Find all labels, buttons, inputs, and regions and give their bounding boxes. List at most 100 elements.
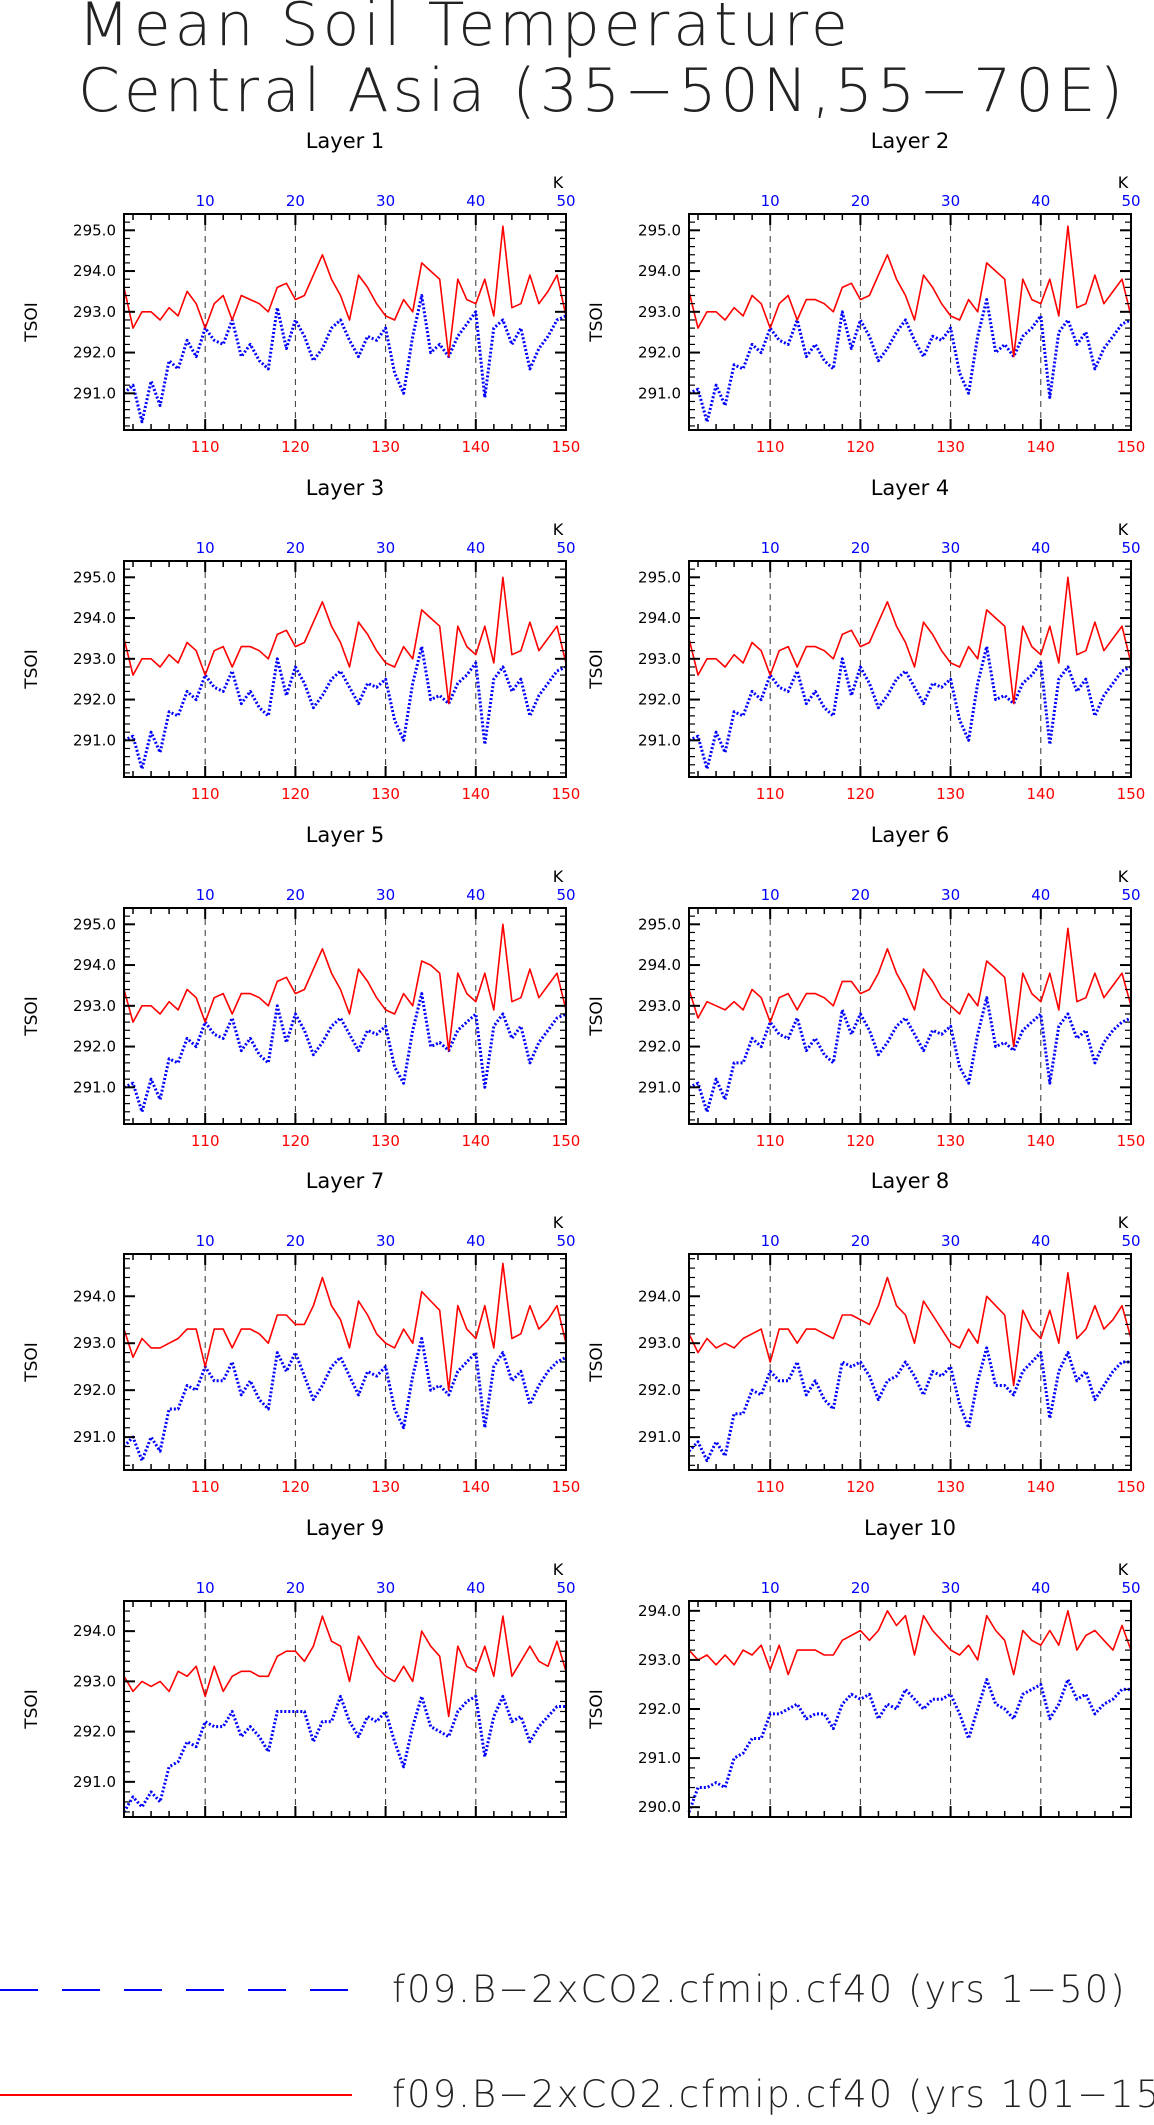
x-tick-label-top: 40 — [1031, 1232, 1050, 1250]
y-tick-label: 292.0 — [638, 1038, 681, 1056]
y-tick-label: 295.0 — [73, 568, 116, 586]
y-tick-label: 293.0 — [73, 303, 116, 321]
panel-title: Layer 3 — [306, 476, 385, 500]
y-tick-label: 292.0 — [73, 344, 116, 362]
x-tick-label-top: 40 — [466, 1232, 485, 1250]
series-yrs-1-50 — [687, 1346, 1131, 1463]
y-tick-label: 291.0 — [638, 731, 681, 749]
panel-title: Layer 10 — [864, 1516, 956, 1540]
x-tick-label-top: 40 — [466, 539, 485, 557]
legend-label-1: f09.B−2xCO2.cfmip.cf40 (yrs 1−50) — [392, 1968, 1127, 2011]
series-yrs-101-150 — [123, 1615, 567, 1718]
x-tick-label-bottom: 150 — [1117, 438, 1146, 456]
x-tick-label-top: 50 — [1121, 192, 1140, 210]
x-tick-label-top: 30 — [376, 886, 395, 904]
y-tick-label: 291.0 — [73, 1428, 116, 1446]
x-tick-label-top: 30 — [941, 1232, 960, 1250]
x-tick-label-top: 20 — [851, 539, 870, 557]
chart-panel-9: 1101201301401501020304050K291.0292.0293.… — [22, 1516, 576, 1818]
x-tick-label-bottom: 150 — [1117, 1132, 1146, 1150]
panel-title: Layer 5 — [306, 823, 385, 847]
x-tick-label-top: 10 — [196, 1579, 215, 1597]
plot-frame — [123, 560, 567, 778]
panel-title: Layer 4 — [871, 476, 950, 500]
x-tick-label-bottom: 140 — [1026, 1478, 1055, 1496]
x-tick-label-top: 10 — [761, 1232, 780, 1250]
y-tick-label: 294.0 — [638, 262, 681, 280]
x-tick-label-top: 10 — [761, 1579, 780, 1597]
y-tick-label: 291.0 — [73, 1773, 116, 1791]
y-tick-label: 295.0 — [73, 221, 116, 239]
x-tick-label-bottom: 130 — [936, 1132, 965, 1150]
x-tick-label-top: 10 — [761, 192, 780, 210]
x-tick-label-bottom: 120 — [281, 1478, 310, 1496]
x-tick-label-bottom: 110 — [756, 1478, 785, 1496]
x-tick-label-bottom: 110 — [756, 785, 785, 803]
x-tick-label-top: 50 — [556, 1579, 575, 1597]
x-tick-label-bottom: 150 — [1117, 785, 1146, 803]
legend-entry-1: f09.B−2xCO2.cfmip.cf40 (yrs 1−50) — [0, 1960, 1154, 2020]
x-tick-label-top: 50 — [1121, 886, 1140, 904]
y-axis-label: TSOI — [587, 1689, 607, 1730]
x-tick-label-bottom: 120 — [846, 438, 875, 456]
series-yrs-101-150 — [688, 927, 1132, 1048]
plot-frame — [123, 907, 567, 1125]
chart-panel-6: 110 120 130 140 150 10 20 30 40 50K 291.0 292.0 293.… — [587, 823, 1145, 1150]
x-tick-label-top: 40 — [466, 886, 485, 904]
y-axis-label: TSOI — [587, 302, 607, 343]
x-tick-label-top: 30 — [941, 539, 960, 557]
x-tick-label-top: 20 — [851, 192, 870, 210]
y-axis-label: TSOI — [587, 1342, 607, 1383]
y-axis-label: TSOI — [22, 996, 42, 1037]
chart-title: Mean Soil Temperature Central Asia (35−5… — [78, 0, 1127, 124]
x-tick-label-top: 20 — [286, 1232, 305, 1250]
legend-line-dashed — [0, 1989, 352, 1991]
series-yrs-101-150 — [123, 225, 567, 358]
x-tick-label-top: 30 — [376, 539, 395, 557]
y-tick-label: 293.0 — [73, 1672, 116, 1690]
y-axis-label: TSOI — [587, 996, 607, 1037]
x-tick-label-top: 40 — [1031, 192, 1050, 210]
top-axis-unit-label: K — [1118, 1560, 1129, 1579]
x-tick-label-bottom: 120 — [846, 1478, 875, 1496]
x-tick-label-bottom: 140 — [1026, 438, 1055, 456]
y-tick-label: 294.0 — [73, 956, 116, 974]
y-axis-label: TSOI — [22, 1689, 42, 1730]
y-tick-label: 292.0 — [638, 1700, 681, 1718]
x-tick-label-top: 30 — [941, 1579, 960, 1597]
x-tick-label-top: 30 — [376, 1579, 395, 1597]
x-tick-label-bottom: 150 — [552, 1132, 581, 1150]
top-axis-unit-label: K — [553, 1560, 564, 1579]
y-tick-label: 294.0 — [638, 609, 681, 627]
series-yrs-101-150 — [688, 225, 1132, 358]
x-tick-label-top: 20 — [851, 1232, 870, 1250]
x-tick-label-bottom: 120 — [846, 785, 875, 803]
series-yrs-1-50 — [688, 645, 1132, 771]
plot-frame — [688, 1253, 1132, 1471]
y-tick-label: 294.0 — [638, 1287, 681, 1305]
y-tick-label: 293.0 — [73, 997, 116, 1015]
x-tick-label-top: 30 — [941, 192, 960, 210]
x-tick-label-top: 50 — [1121, 1579, 1140, 1597]
y-tick-label: 295.0 — [638, 568, 681, 586]
x-tick-label-top: 10 — [196, 886, 215, 904]
x-tick-label-bottom: 140 — [461, 785, 490, 803]
series-yrs-1-50 — [122, 294, 567, 424]
series-yrs-1-50 — [687, 1678, 1131, 1813]
top-axis-unit-label: K — [553, 1213, 564, 1232]
series-yrs-1-50 — [123, 645, 567, 771]
y-axis-label: TSOI — [22, 649, 42, 690]
y-tick-label: 292.0 — [73, 1381, 116, 1399]
x-tick-label-top: 10 — [196, 539, 215, 557]
plot-frame — [123, 1600, 567, 1818]
top-axis-unit-label: K — [553, 173, 564, 192]
x-tick-label-top: 30 — [376, 1232, 395, 1250]
chart-panel-1: 110 120 130 140 150 10 20 30 40 50K 291.0 292.0 293.… — [22, 129, 580, 456]
y-tick-label: 293.0 — [638, 303, 681, 321]
x-tick-label-bottom: 110 — [191, 1132, 220, 1150]
series-yrs-101-150 — [123, 1262, 567, 1391]
x-tick-label-top: 10 — [196, 192, 215, 210]
chart-title-line-1: Mean Soil Temperature — [78, 0, 852, 60]
x-tick-label-bottom: 150 — [552, 785, 581, 803]
